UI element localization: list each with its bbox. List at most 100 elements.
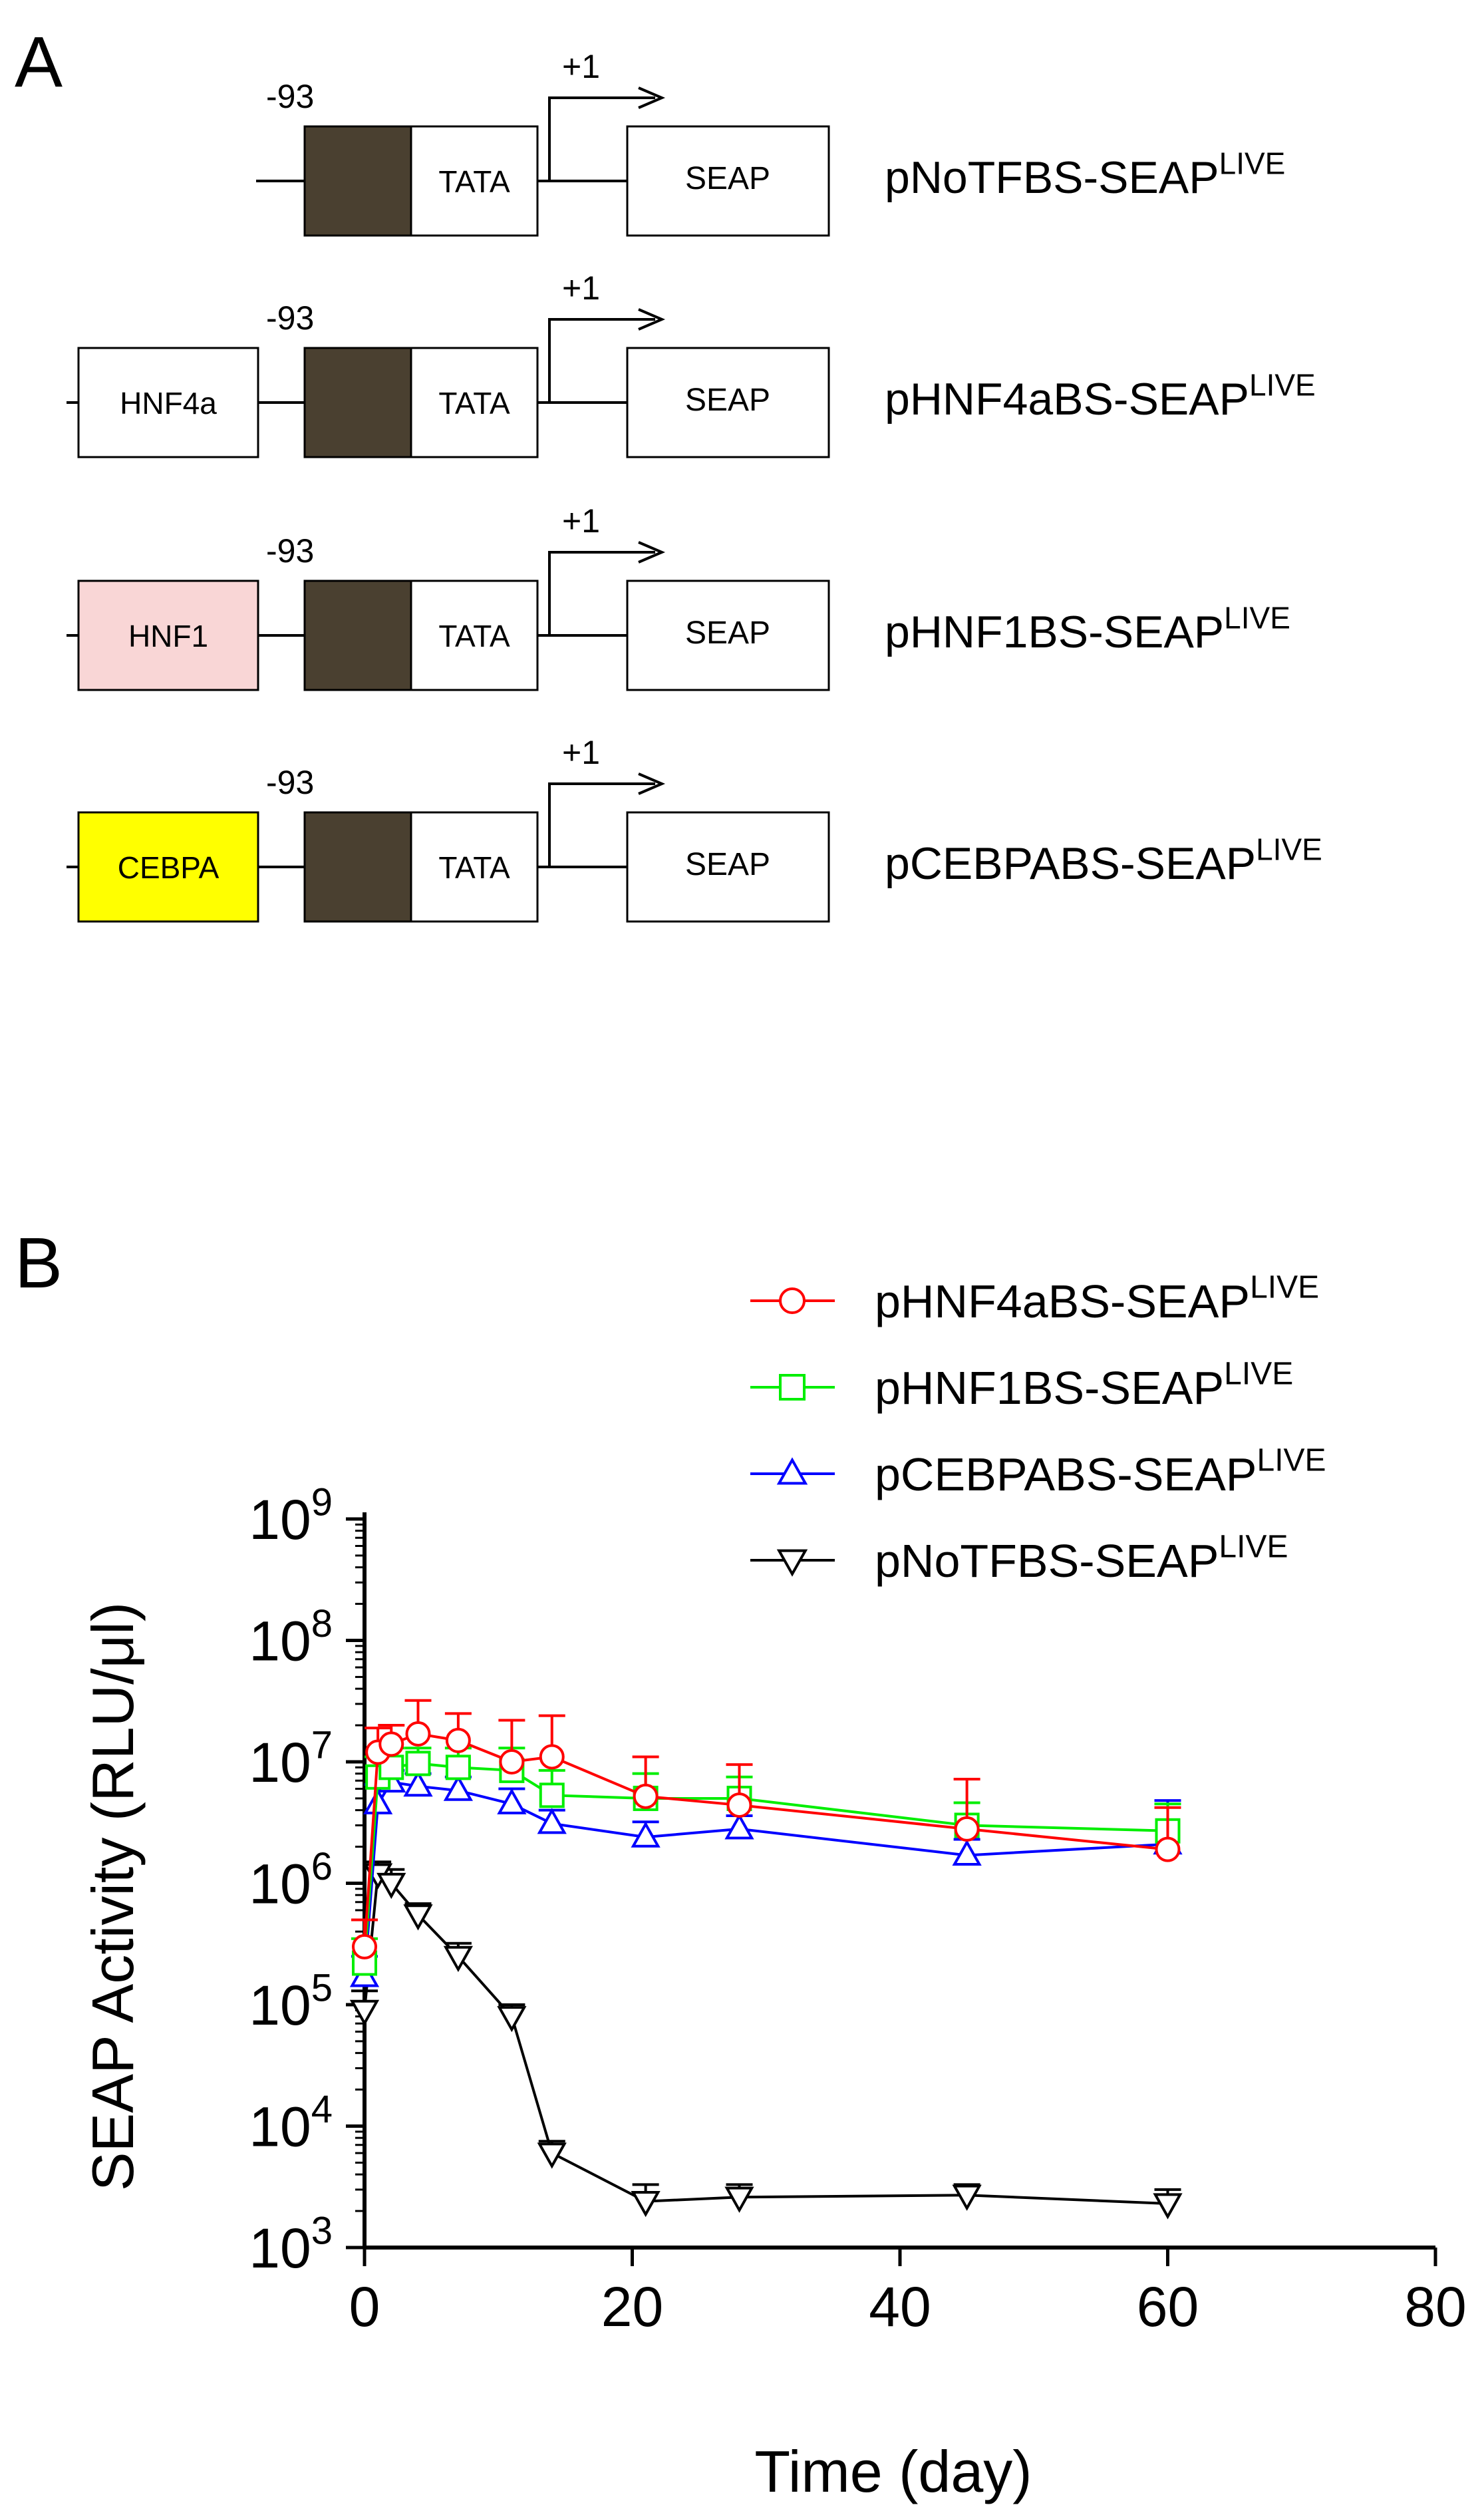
tss-arrow: [548, 782, 655, 867]
y-tick-label: 106: [249, 1845, 333, 1915]
construct-name: pHNF1BS-SEAPLIVE: [885, 600, 1290, 657]
tss-label: +1: [562, 48, 600, 85]
tss-arrowhead: [638, 308, 666, 331]
y-tick-label: 108: [249, 1602, 333, 1672]
legend-item: pCEBPABS-SEAPLIVE: [750, 1443, 1326, 1500]
data-point: [539, 1744, 565, 1770]
data-point: [497, 2006, 527, 2033]
data-point: [726, 1792, 752, 1818]
data-point: [724, 2186, 754, 2213]
data-point: [537, 1808, 567, 1834]
data-point: [352, 1933, 377, 1959]
x-tick-label: 60: [1137, 2275, 1199, 2338]
y-tick-label: 103: [249, 2210, 333, 2279]
construct-row: CEBPA TATA -93 +1 SEAP pCEBPABS-SEAPLIVE: [67, 734, 1322, 923]
panel-b-letter: B: [15, 1222, 63, 1303]
promoter-block: [303, 811, 412, 923]
position-label: -93: [266, 299, 314, 337]
x-axis-title: Time (day): [754, 2438, 1032, 2504]
series-pnotfbs-seap: [349, 1860, 1183, 2220]
panel-a-letter: A: [15, 21, 63, 102]
series-line: [363, 1762, 1168, 1963]
legend-label: pNoTFBS-SEAPLIVE: [875, 1530, 1288, 1587]
seap-activity-chart: pHNF4aBS-SEAPLIVE pHNF1BS-SEAPLIVE pCEBPAB…: [80, 1270, 1467, 2504]
data-point: [376, 1872, 406, 1900]
series-phnf4abs-seap: [351, 1699, 1181, 1959]
tss-label: +1: [562, 502, 600, 540]
data-point: [403, 1770, 433, 1797]
construct-row: TATA -93 +1 SEAP pNoTFBS-SEAPLIVE: [256, 48, 1285, 237]
chart-axes: 103 104 105 106 107 108 109 0 20 40 60 80 Time (day)…: [80, 1481, 1467, 2504]
tata-label: TATA: [438, 164, 510, 199]
seap-box: [626, 580, 830, 691]
legend-item: pHNF4aBS-SEAPLIVE: [750, 1270, 1319, 1327]
data-point: [445, 1755, 471, 1780]
construct-name: pHNF4aBS-SEAPLIVE: [885, 367, 1316, 424]
tss-arrow: [548, 318, 655, 403]
legend-marker: [779, 1374, 806, 1401]
position-label: -93: [266, 764, 314, 801]
tata-label: TATA: [438, 850, 510, 885]
promoter-block: [303, 580, 412, 691]
seap-label: SEAP: [685, 383, 770, 418]
tata-label: TATA: [438, 619, 510, 653]
y-axis-title: SEAP Activity (RLU/μl): [80, 1602, 146, 2191]
tfbs-box: [77, 580, 259, 691]
tata-box: [410, 347, 539, 458]
tss-arrow: [548, 96, 655, 181]
construct-row: HNF4a TATA -93 +1 SEAP pHNF4aBS-SEAPLIVE: [67, 269, 1316, 458]
legend-marker: [776, 1549, 808, 1577]
tfbs-label: HNF4a: [120, 386, 217, 420]
x-tick-label: 80: [1404, 2275, 1466, 2338]
x-tick-label: 40: [869, 2275, 931, 2338]
data-point: [499, 1749, 525, 1774]
tata-box: [410, 811, 539, 923]
series-phnf1bs-seap: [351, 1747, 1181, 1976]
construct-name: pCEBPABS-SEAPLIVE: [885, 832, 1322, 889]
y-tick-label: 104: [249, 2088, 333, 2158]
data-point: [954, 1816, 980, 1842]
y-tick-label: 109: [249, 1481, 333, 1551]
x-tick-label: 20: [601, 2275, 663, 2338]
series-line: [363, 1732, 1168, 1947]
data-point: [443, 1774, 473, 1801]
data-point: [1153, 2193, 1183, 2220]
tss-arrow: [548, 551, 655, 635]
data-point: [724, 1813, 754, 1840]
data-point: [445, 1727, 471, 1753]
legend-item: pNoTFBS-SEAPLIVE: [750, 1530, 1288, 1587]
data-point: [405, 1751, 431, 1776]
data-point: [378, 1731, 404, 1757]
construct-row: HNF1 TATA -93 +1 SEAP pHNF1BS-SEAPLIVE: [67, 502, 1290, 691]
position-label: -93: [266, 532, 314, 570]
data-point: [497, 1788, 527, 1814]
x-tick-label: 0: [349, 2275, 380, 2338]
data-point: [363, 1788, 393, 1814]
data-point: [952, 1839, 982, 1866]
y-tick-label: 107: [249, 1724, 333, 1794]
tfbs-label: HNF1: [128, 619, 208, 653]
series-line: [363, 1871, 1168, 2205]
legend-marker: [779, 1287, 806, 1314]
construct-diagrams: TATA -93 +1 SEAP pNoTFBS-SEAPLIVE HNF4a TATA -9…: [67, 48, 1322, 923]
tfbs-box: [77, 811, 259, 923]
tss-arrowhead: [638, 772, 666, 795]
promoter-block: [303, 347, 412, 458]
data-point: [633, 1783, 659, 1809]
tata-label: TATA: [438, 386, 510, 420]
y-tick-label: 105: [249, 1967, 333, 2037]
data-point: [405, 1721, 431, 1747]
data-point: [403, 1904, 433, 1931]
legend-label: pHNF4aBS-SEAPLIVE: [875, 1270, 1319, 1327]
legend-label: pCEBPABS-SEAPLIVE: [875, 1443, 1326, 1500]
data-point: [631, 1821, 661, 1848]
tfbs-label: CEBPA: [118, 850, 220, 885]
data-point: [537, 2142, 567, 2169]
tata-box: [410, 580, 539, 691]
data-point: [539, 1782, 565, 1808]
seap-label: SEAP: [685, 161, 770, 196]
data-point: [443, 1945, 473, 1972]
chart-plot-area: [349, 1699, 1183, 2220]
position-label: -93: [266, 78, 314, 115]
